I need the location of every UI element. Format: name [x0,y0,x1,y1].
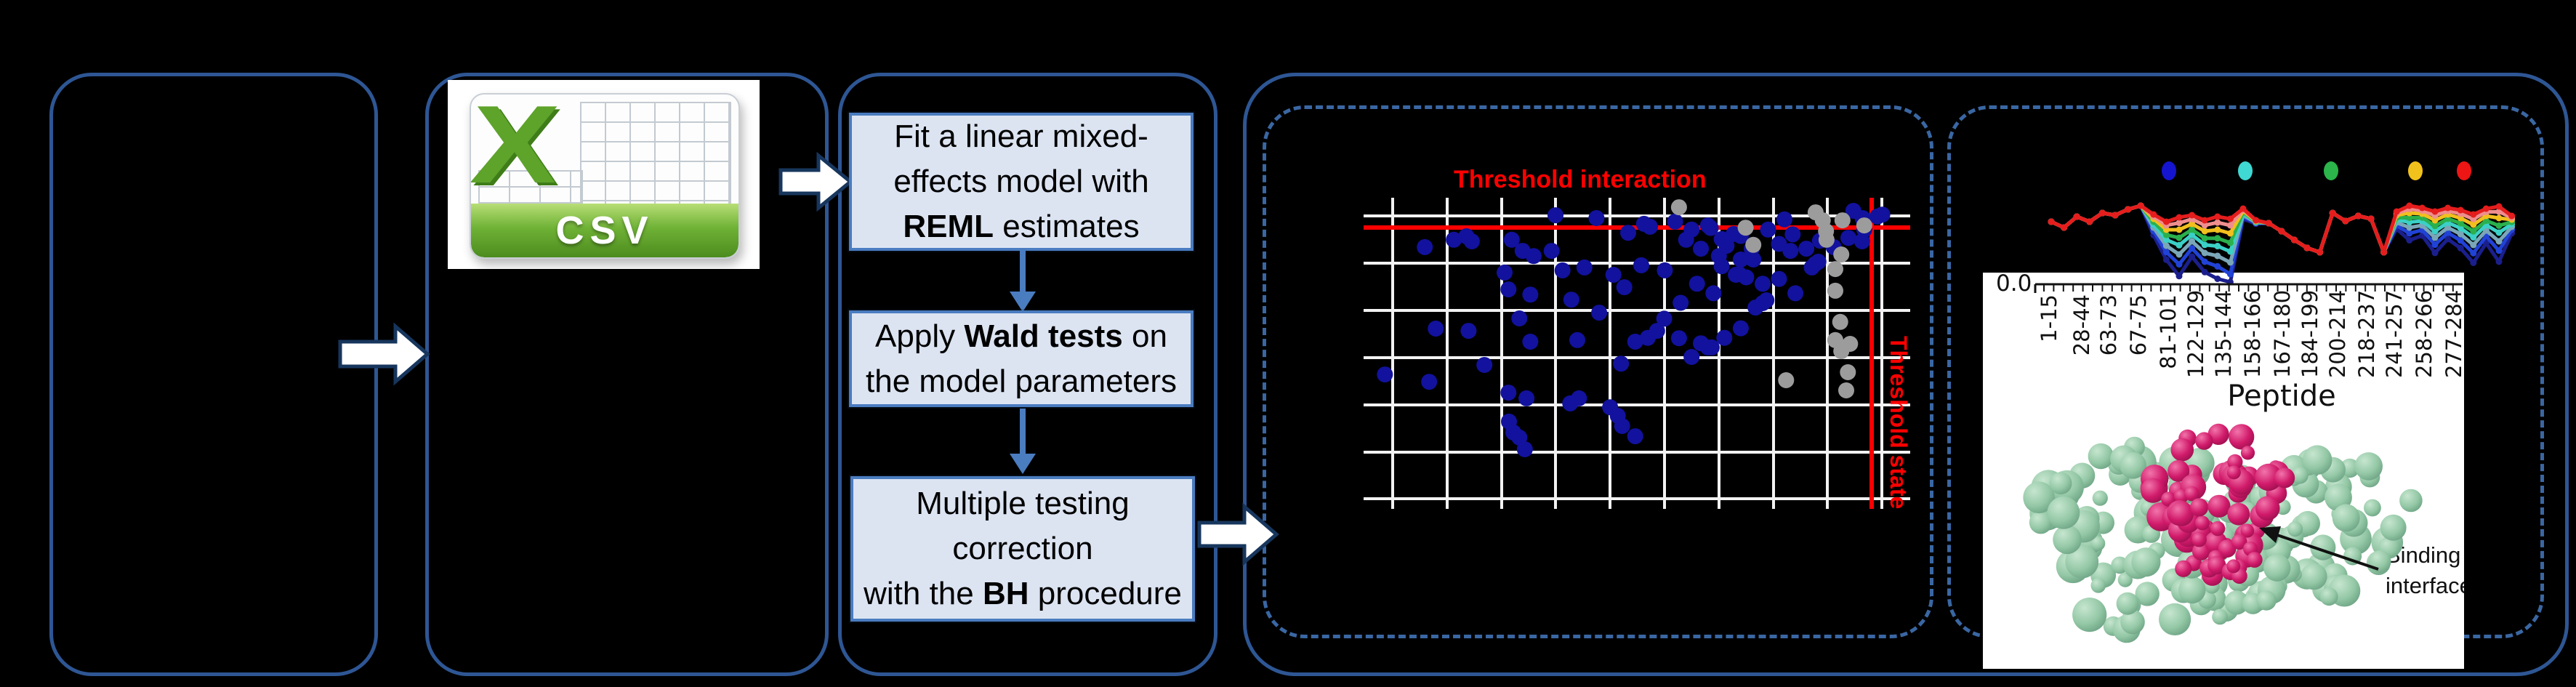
peptide-tick-label: 200-214 [2325,289,2350,378]
down-arrow-icon [1010,251,1036,312]
uptake-line-chart [2034,161,2516,293]
csv-banner: CSV [471,204,738,257]
peptide-tick-label: 158-166 [2240,289,2265,378]
step1-container [49,73,378,676]
peptide-tick-label: 167-180 [2270,289,2295,378]
flow-arrow-3 [1197,502,1279,566]
peptide-tick-label: 241-257 [2382,289,2407,378]
peptide-axis-title: Peptide [2227,379,2336,413]
peptide-tick-label: 63-73 [2096,294,2121,356]
process-box-wald: Apply Wald tests on the model parameters [849,310,1194,407]
binding-note-line2: interface [2386,573,2464,598]
csv-banner-label: CSV [555,209,654,252]
process-box-bh: Multiple testing correction with the BH pr… [850,476,1195,622]
scatter-side-label: Threshold state [1885,336,1912,510]
results-group-container [1243,73,2569,676]
spreadsheet-grid-icon [580,102,731,205]
binding-interface-arrow-icon [2259,526,2281,543]
y-axis-zero-label: 0.0 [1996,270,2032,297]
csv-file-image: X CSV [448,80,760,269]
peptide-tick-label: 28-44 [2069,294,2094,356]
scatter-panel [1263,105,1933,638]
step3-container [838,73,1217,676]
peptide-tick-label: 258-266 [2412,289,2436,378]
scatter-plot [1364,198,1910,509]
peptide-tick-label: 184-199 [2298,289,2322,378]
peptide-tick-label: 218-237 [2354,289,2379,378]
process-box-reml: Fit a linear mixed-effects model with REM… [849,113,1194,251]
peptide-tick-label: 81-101 [2156,294,2181,369]
binding-interface-note: Binding interface [2386,540,2464,601]
peptide-tick-label: 67-75 [2126,294,2151,356]
down-arrow-icon [1010,409,1036,474]
flow-arrow-2 [778,151,853,212]
peptide-tick-label: 1-15 [2037,294,2061,342]
scatter-title: Threshold interaction [1454,166,1707,193]
csv-file-icon: X CSV [470,93,740,259]
step2-container [425,73,829,676]
peptide-tick-label: 135-144 [2211,289,2236,378]
excel-x-icon: X [470,93,563,206]
peptide-tick-label: 277-284 [2442,289,2466,378]
peptide-tick-label: 122-129 [2183,289,2208,378]
protein-structure-image [2023,423,2423,643]
flow-arrow-1 [338,322,430,386]
